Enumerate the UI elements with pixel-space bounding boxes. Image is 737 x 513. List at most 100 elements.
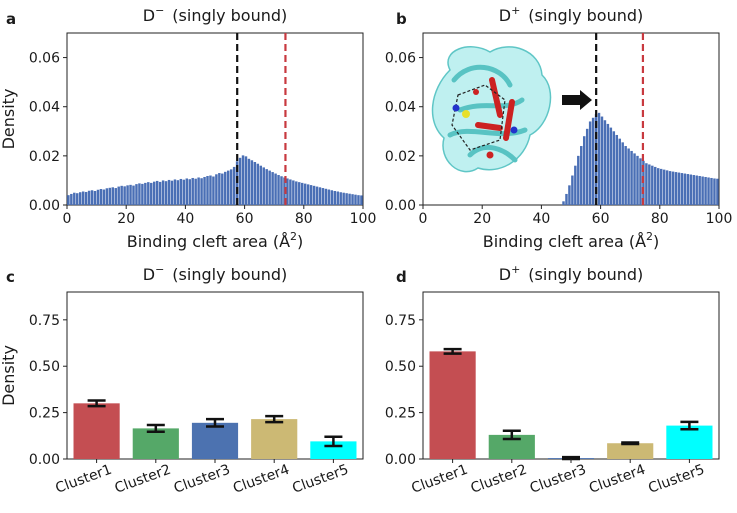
panel-b-histogram: b 0 20 40 60 80 100 0.00 0.02 0.04 0.06 D+ (singly… [385,4,733,251]
histogram-bar [265,169,268,205]
x-tick-label: 100 [706,211,733,227]
histogram-bar [81,191,85,205]
histogram-bar [232,166,236,205]
histogram-bar [105,188,109,205]
cluster-bar [132,428,179,459]
histogram-bar [621,142,624,205]
panel-title: D− (singly bound) [143,263,288,284]
histogram-bar [704,176,707,205]
histogram-bar [185,178,189,205]
histogram-bar [111,187,115,205]
histogram-bar [580,146,583,205]
histogram-bar [680,173,684,205]
histogram-bar [158,181,162,205]
cluster-bar [73,403,120,459]
histogram-bar [562,201,565,205]
histogram-bar [585,128,589,205]
histogram-bar [84,191,88,205]
histogram-bar [188,179,191,205]
histogram-bar [627,148,630,205]
histogram-bar [191,177,194,205]
y-tick-label: 0.06 [29,51,60,67]
histogram-bar [692,175,695,205]
histogram-bar [639,158,642,205]
y-tick-label: 0.50 [29,359,60,375]
histogram-bar [73,192,76,205]
histogram-bar [277,175,280,205]
protein-structure-icon [431,46,552,173]
histogram-bar [224,171,227,205]
x-tick-label: 100 [350,211,377,227]
histogram-bar [597,112,601,205]
histogram-bar [662,169,666,205]
category-label: Cluster1 [409,462,470,497]
histogram-bar [300,182,304,205]
x-tick-label: 0 [419,211,428,227]
histogram-bar [286,178,289,205]
histogram-bar [591,117,595,205]
y-tick-label: 0.04 [29,100,60,116]
histogram-bar [164,181,168,205]
cluster-bar [310,441,357,459]
histogram-bar [147,182,150,205]
histogram-bar [306,184,310,205]
histogram-bar [126,185,129,205]
histogram-bar [280,176,283,205]
histogram-bar [571,175,574,205]
histogram-bar [677,172,681,205]
histogram-bar [360,195,363,205]
histogram-bar [309,185,313,205]
histogram-bar [651,165,654,205]
category-label: Cluster5 [646,462,707,497]
y-tick-label: 0.02 [385,149,416,165]
histogram-bar [206,176,209,205]
histogram-bar [630,150,633,205]
panel-b-letter: b [396,10,407,28]
x-tick-label: 20 [473,211,491,227]
histogram-bar [295,181,298,205]
histogram-bar [354,194,357,205]
histogram-bar [357,195,360,205]
histogram-bar [197,177,200,205]
histogram-bar [624,146,627,205]
histogram-bar [292,180,295,205]
x-axis-label: Binding cleft area (Å2) [127,230,304,251]
histogram-bar [698,176,701,205]
histogram-bar [262,167,265,205]
histogram-bar [568,185,571,205]
histogram-bar [318,187,322,205]
y-tick-label: 0.75 [29,313,60,329]
cluster-bar [607,443,654,459]
y-axis-label: Density [0,345,18,406]
histogram-bar [342,192,345,205]
y-tick-label: 0.02 [29,149,60,165]
category-label: Cluster1 [53,462,114,497]
histogram-bar [212,176,215,205]
histogram-bar [155,180,159,205]
histogram-bar [268,170,271,205]
histogram-bar [574,165,577,205]
histogram-bar [665,170,669,205]
histogram-bar [141,183,144,205]
category-label: Cluster4 [587,462,648,497]
histogram-bar [609,127,613,205]
x-tick-label: 60 [236,211,254,227]
histogram-bar [76,193,79,205]
histogram-bar [221,173,224,205]
histogram-bar [577,155,580,205]
histogram-bar [235,161,239,205]
panel-a-histogram: a 0 20 40 60 80 100 0.00 0.02 0.04 0.06 D− (singly… [0,4,376,251]
y-tick-label: 0.00 [385,452,416,468]
histogram-bar [135,184,138,205]
plot-frame [66,32,364,206]
panel-a-letter: a [6,10,16,28]
histogram-bar [618,138,621,205]
y-tick-label: 0.25 [29,406,60,422]
y-axis-label: Density [0,89,18,150]
histogram-bar [67,195,70,205]
y-tick-label: 0.04 [385,100,416,116]
histogram-bar [176,180,180,205]
histogram-bar [132,185,135,205]
histogram-bar [93,190,97,205]
